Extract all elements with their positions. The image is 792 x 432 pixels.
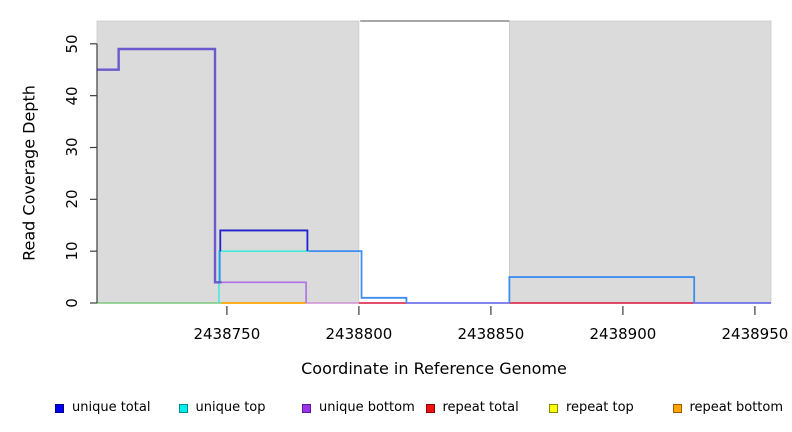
legend-item-unique-bottom: unique bottom <box>302 401 415 415</box>
legend-swatch-icon <box>672 403 682 413</box>
legend-swatch-icon <box>302 403 311 413</box>
unique-total-14-line <box>219 229 309 252</box>
legend-item-repeat-bottom: repeat bottom <box>672 400 784 415</box>
shaded-region <box>508 20 772 304</box>
x-axis-title: Coordinate in Reference Genome <box>301 359 567 378</box>
legend-label: repeat top <box>566 400 634 415</box>
x-tick-label: 2438800 <box>325 325 393 343</box>
y-tick-label: 50 <box>63 34 81 54</box>
y-tick-label: 30 <box>63 137 81 158</box>
blue-over-purple-left <box>97 47 222 284</box>
unique-bottom-line <box>221 281 307 303</box>
legend-item-unique-top: unique top <box>178 400 266 415</box>
legend-swatch-icon <box>55 403 64 413</box>
y-tick-label: 40 <box>63 86 81 106</box>
legend-swatch-icon <box>425 403 435 413</box>
legend-item-unique-total: unique total <box>55 401 150 415</box>
legend-swatch-icon <box>178 403 188 413</box>
legend-label: repeat total <box>442 400 519 415</box>
y-tick-label: 0 <box>63 298 81 308</box>
x-tick-label: 2438750 <box>193 325 261 343</box>
legend-item-repeat-total: repeat total <box>425 400 519 415</box>
y-tick-label: 20 <box>63 189 81 209</box>
x-tick-label: 2438950 <box>721 325 789 343</box>
legend-label: unique total <box>72 400 151 415</box>
legend-item-repeat-top: repeat top <box>549 401 634 415</box>
blue-over-cyan-mid <box>308 250 408 303</box>
shaded-region <box>96 20 360 304</box>
y-tick-label: 10 <box>63 241 81 261</box>
x-tick-label: 2438850 <box>457 325 525 343</box>
y-axis-title: Read Coverage Depth <box>19 85 39 261</box>
x-tick-label: 2438900 <box>589 325 657 343</box>
legend-label: unique top <box>195 400 266 415</box>
legend-label: repeat bottom <box>689 400 784 415</box>
legend-swatch-icon <box>549 403 558 413</box>
legend-label: unique bottom <box>319 400 415 415</box>
blue-over-cyan-right <box>508 276 696 303</box>
